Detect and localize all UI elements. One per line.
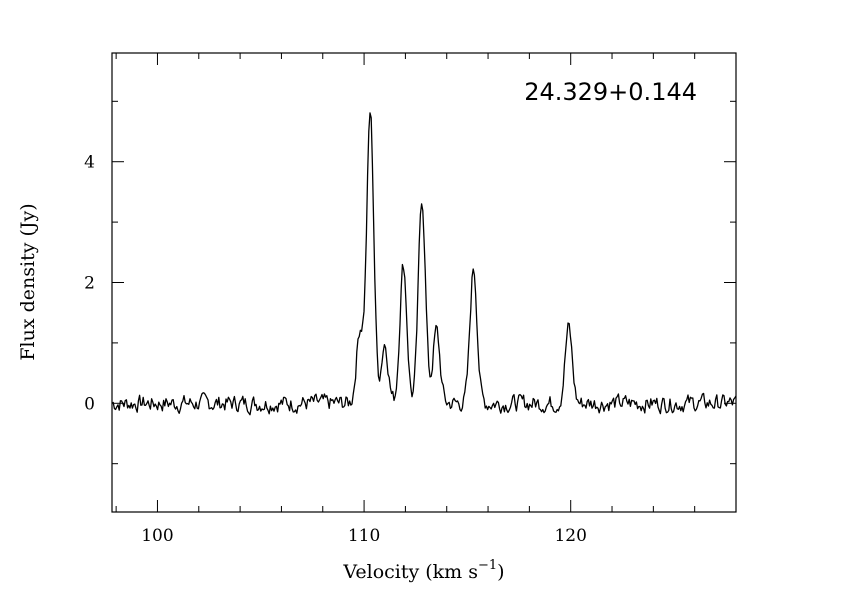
x-tick-label: 120 xyxy=(554,526,586,546)
x-axis-label: Velocity (km s−1) xyxy=(342,558,504,583)
y-tick-label: 0 xyxy=(84,394,95,414)
source-annotation: 24.329+0.144 xyxy=(524,78,697,106)
plot-frame xyxy=(111,52,737,513)
y-axis-label: Flux density (Jy) xyxy=(17,203,39,360)
axis-ticks xyxy=(112,53,737,512)
y-tick-label: 4 xyxy=(84,153,95,173)
axis-tick-labels: 100 110 120 0 2 4 xyxy=(84,153,587,546)
y-tick-label: 2 xyxy=(84,274,95,294)
spectrum-line xyxy=(111,112,737,416)
x-tick-label: 110 xyxy=(348,526,380,546)
x-tick-label: 100 xyxy=(141,526,173,546)
